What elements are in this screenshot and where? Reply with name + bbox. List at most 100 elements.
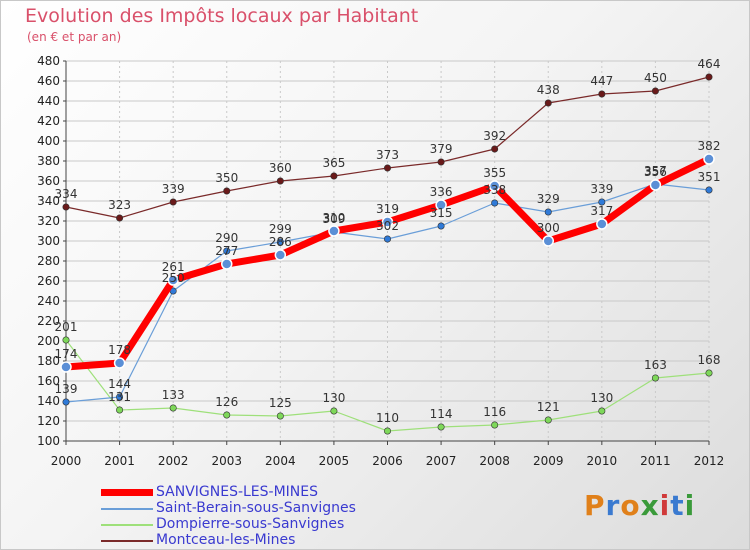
series-group [60, 73, 715, 435]
x-tick-label: 2008 [479, 454, 510, 468]
data-label: 315 [430, 206, 453, 220]
data-point [330, 172, 338, 180]
data-label: 338 [483, 183, 506, 197]
y-tick-label: 260 [37, 274, 60, 288]
legend-label: Saint-Berain-sous-Sanvignes [156, 500, 356, 516]
data-point [435, 199, 447, 211]
data-point [62, 398, 70, 406]
data-point [491, 421, 499, 429]
data-label: 201 [55, 320, 78, 334]
data-label: 329 [537, 192, 560, 206]
data-point [116, 214, 124, 222]
data-label: 286 [269, 235, 292, 249]
logo-letter: o [620, 489, 641, 522]
logo-letter: i [684, 489, 696, 522]
data-label: 350 [215, 171, 238, 185]
data-label: 373 [376, 148, 399, 162]
data-label: 299 [269, 222, 292, 236]
data-point [169, 404, 177, 412]
data-label: 168 [698, 353, 721, 367]
data-label: 116 [483, 405, 506, 419]
x-tick-label: 2007 [426, 454, 457, 468]
data-label: 121 [537, 400, 560, 414]
legend-label: Dompierre-sous-Sanvignes [156, 516, 345, 532]
data-label: 174 [55, 347, 78, 361]
y-tick-label: 240 [37, 294, 60, 308]
logo-letter: x [640, 489, 660, 522]
data-label: 356 [644, 165, 667, 179]
y-tick-label: 160 [37, 374, 60, 388]
data-point [437, 423, 445, 431]
x-tick-label: 2005 [319, 454, 350, 468]
x-tick-label: 2001 [104, 454, 135, 468]
data-label: 317 [590, 204, 613, 218]
data-label: 339 [590, 182, 613, 196]
data-label: 130 [590, 391, 613, 405]
y-tick-label: 360 [37, 174, 60, 188]
data-point [544, 416, 552, 424]
data-label: 357 [644, 164, 667, 178]
data-point [116, 393, 124, 401]
data-point [703, 153, 715, 165]
data-point [276, 238, 284, 246]
data-point [491, 199, 499, 207]
data-point [383, 427, 391, 435]
x-tick-label: 2009 [533, 454, 564, 468]
data-label: 114 [430, 407, 453, 421]
data-point [221, 258, 233, 270]
data-label: 464 [698, 57, 721, 71]
data-label: 131 [108, 390, 131, 404]
x-tick-label: 2006 [372, 454, 403, 468]
data-label: 126 [215, 395, 238, 409]
data-point [544, 208, 552, 216]
grid-lines [65, 60, 710, 442]
data-label: 261 [162, 260, 185, 274]
data-point [276, 177, 284, 185]
x-tick-label: 2011 [640, 454, 671, 468]
data-point [328, 225, 340, 237]
y-tick-label: 180 [37, 354, 60, 368]
data-label: 163 [644, 358, 667, 372]
y-tick-label: 480 [37, 54, 60, 68]
data-label: 323 [108, 198, 131, 212]
logo-letter: P [584, 489, 606, 522]
data-point [491, 145, 499, 153]
data-point [437, 158, 445, 166]
data-point [651, 374, 659, 382]
y-tick-labels: 100 120 140 160 180 200 220 240 260 280 300 320 340 3… [37, 54, 60, 448]
y-tick-label: 300 [37, 234, 60, 248]
x-tick-label: 2002 [158, 454, 189, 468]
data-label: 277 [215, 244, 238, 258]
data-point [116, 406, 124, 414]
data-label: 336 [430, 185, 453, 199]
data-point [598, 407, 606, 415]
y-tick-label: 380 [37, 154, 60, 168]
data-label: 360 [269, 161, 292, 175]
y-tick-label: 320 [37, 214, 60, 228]
data-point [223, 411, 231, 419]
x-tick-label: 2000 [51, 454, 82, 468]
y-tick-label: 140 [37, 394, 60, 408]
y-tick-label: 220 [37, 314, 60, 328]
data-point [330, 407, 338, 415]
data-point [705, 369, 713, 377]
data-labels-group: 334 323 339 350 360 365 373 379 392 438 447 450 464 2… [55, 57, 721, 425]
data-label: 302 [376, 219, 399, 233]
proxiti-logo: Proxiti [584, 489, 695, 522]
data-point [383, 235, 391, 243]
data-point [169, 198, 177, 206]
data-point [60, 361, 72, 373]
data-label: 310 [322, 211, 345, 225]
data-label: 319 [376, 202, 399, 216]
data-label: 365 [322, 156, 345, 170]
data-point [598, 198, 606, 206]
legend-label: Montceau-les-Mines [156, 532, 296, 548]
data-label: 250 [162, 271, 185, 285]
data-point [62, 336, 70, 344]
data-label: 379 [430, 142, 453, 156]
data-label: 130 [322, 391, 345, 405]
data-point [274, 249, 287, 261]
y-tick-label: 100 [37, 434, 60, 448]
